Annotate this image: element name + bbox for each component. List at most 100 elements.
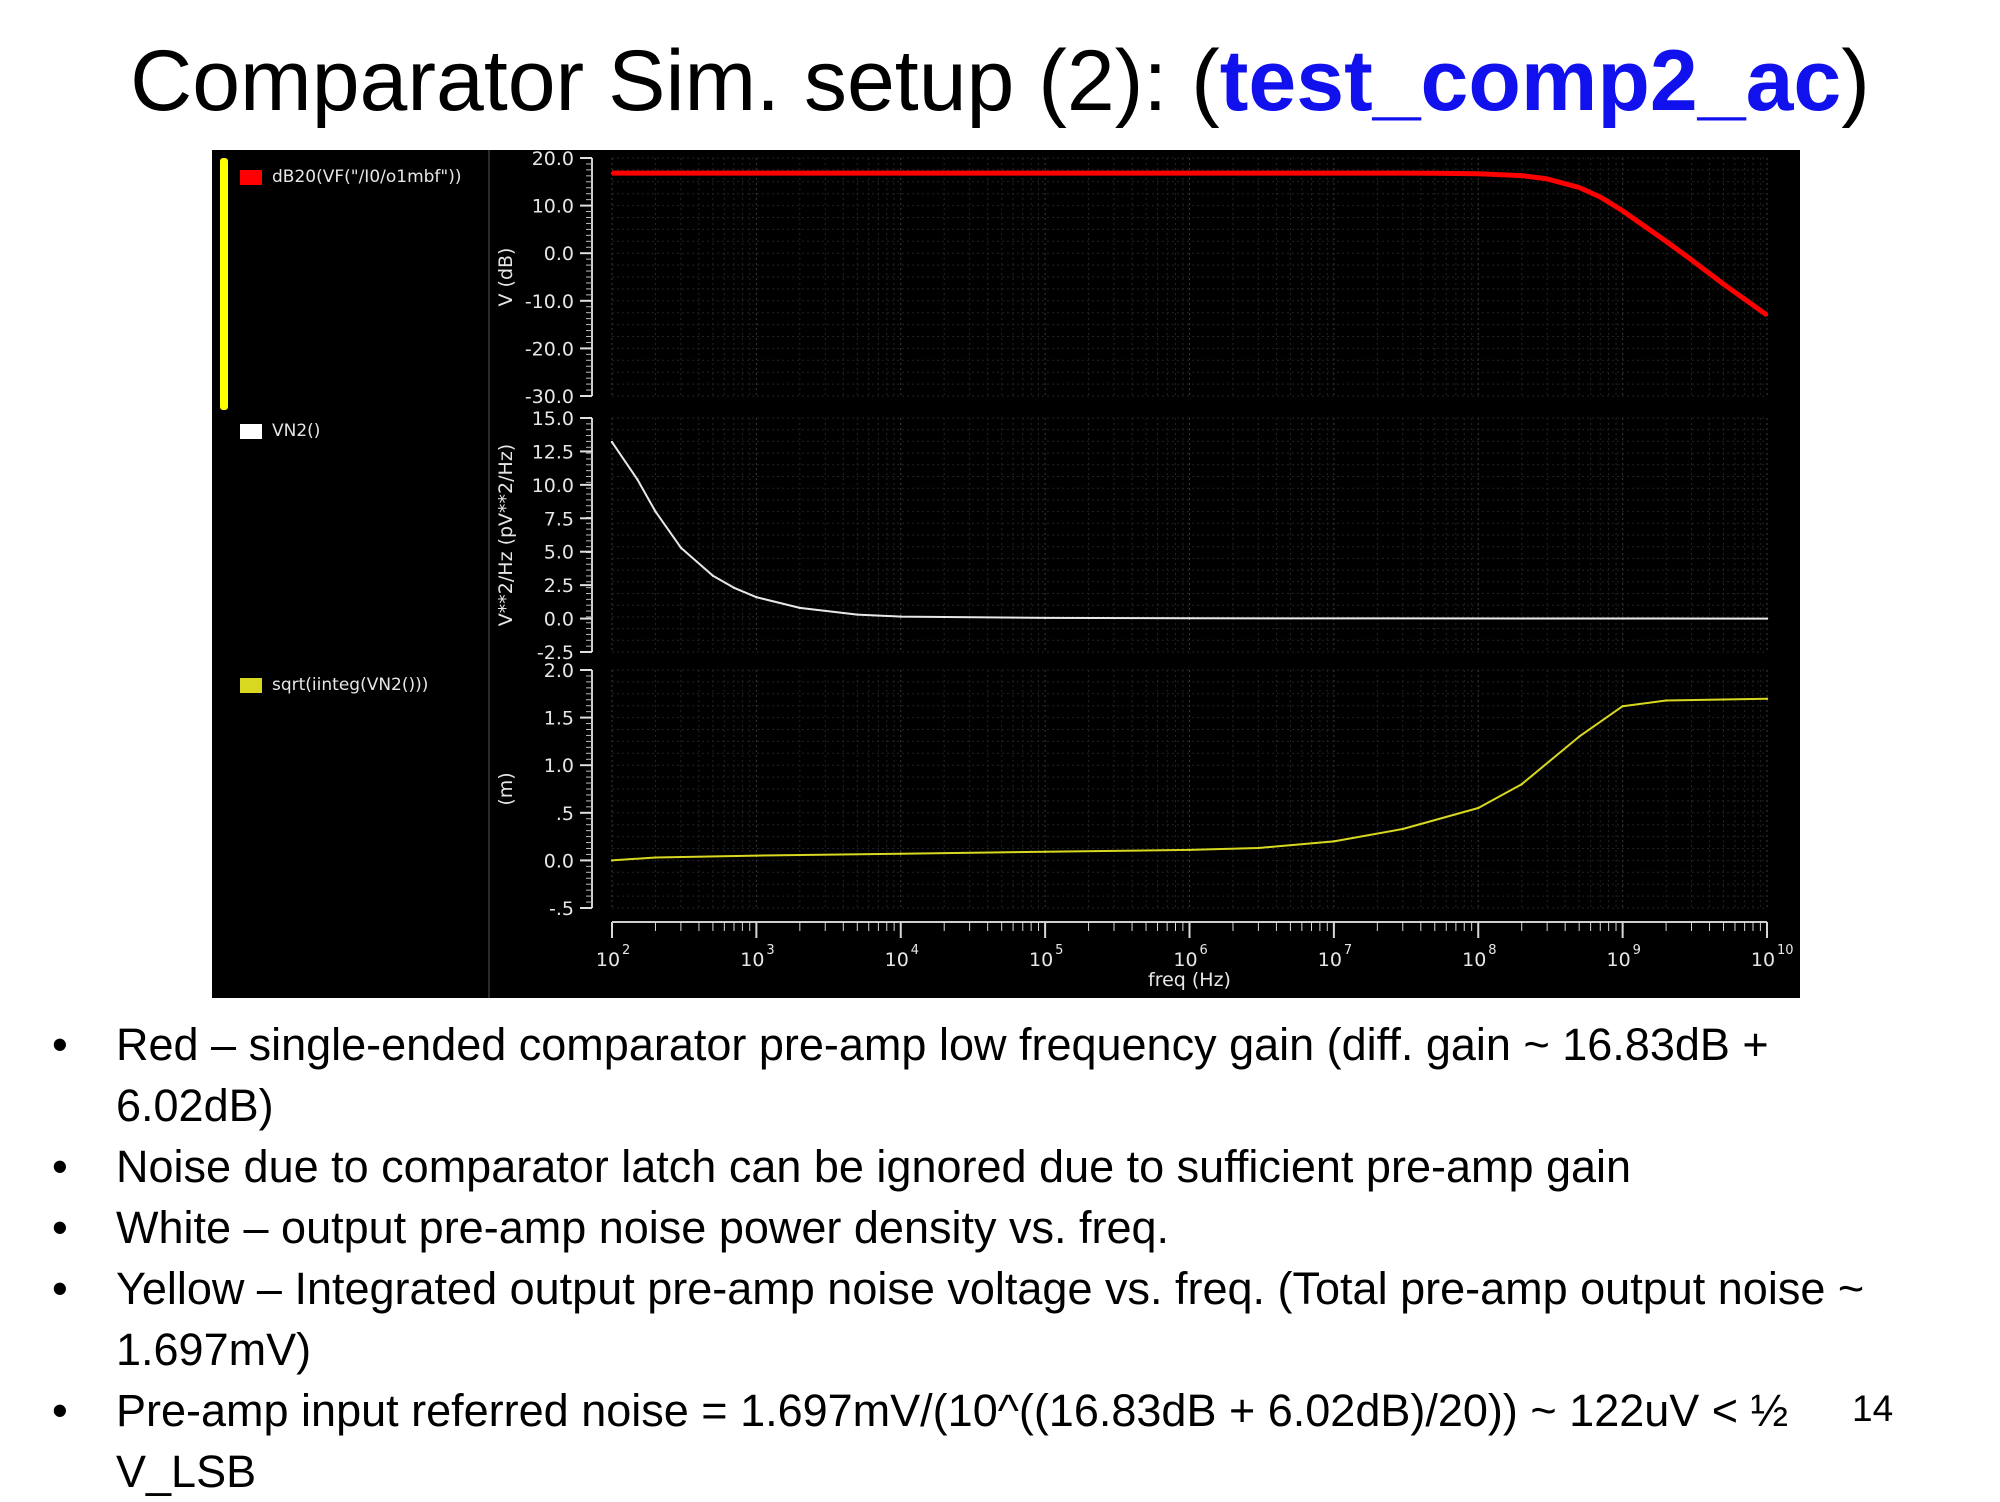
- y-axis-label: (m): [495, 772, 517, 805]
- bullet-dot: •: [52, 1202, 68, 1253]
- y-tick-label: 2.0: [544, 660, 574, 682]
- data-point: [1332, 171, 1336, 175]
- bullet-text: Noise due to comparator latch can be ign…: [116, 1141, 1632, 1192]
- legend-swatch-white: [240, 423, 262, 439]
- x-tick-label-exponent: 2: [622, 943, 630, 958]
- data-point: [1664, 240, 1668, 243]
- data-point: [1188, 848, 1191, 852]
- y-tick-label: 10.0: [532, 196, 574, 218]
- title-suffix: ): [1841, 33, 1870, 129]
- data-point: [1722, 698, 1725, 701]
- data-point: [856, 613, 859, 616]
- data-point: [1765, 617, 1769, 620]
- x-tick-label-base: 10: [740, 949, 764, 971]
- legend-panel: dB20(VF("/I0/o1mbf")) VN2() sqrt(iinteg(…: [212, 150, 490, 998]
- data-point: [732, 586, 736, 590]
- data-point: [1765, 313, 1769, 317]
- x-tick-label-base: 10: [1607, 949, 1631, 971]
- data-point: [654, 856, 657, 859]
- y-tick-label: -2.5: [537, 642, 574, 664]
- y-tick-label: -20.0: [525, 338, 574, 360]
- y-tick-label: 15.0: [532, 408, 574, 430]
- legend-item-integrated-noise[interactable]: sqrt(iinteg(VN2())): [240, 670, 428, 700]
- data-point: [798, 606, 802, 610]
- data-point: [610, 859, 614, 862]
- y-tick-label: -30.0: [525, 386, 574, 408]
- data-point: [1577, 186, 1581, 189]
- y-tick-label: 20.0: [532, 150, 574, 170]
- bullet-text: Red – single-ended comparator pre-amp lo…: [116, 1019, 1769, 1131]
- y-tick-label: 2.5: [544, 575, 574, 597]
- data-point: [899, 615, 902, 618]
- data-point: [1520, 783, 1523, 786]
- bullet-item: • Noise due to comparator latch can be ig…: [46, 1136, 1866, 1197]
- bullet-dot: •: [52, 1141, 68, 1192]
- data-point: [1188, 171, 1191, 175]
- legend-swatch-yellow: [240, 677, 262, 693]
- data-point: [1477, 172, 1480, 175]
- data-point: [899, 852, 902, 855]
- data-point: [1664, 699, 1668, 702]
- data-point: [755, 854, 758, 857]
- data-point: [654, 510, 657, 513]
- data-point: [755, 595, 758, 599]
- x-tick-label-exponent: 8: [1488, 943, 1496, 958]
- x-tick-label-exponent: 4: [911, 943, 919, 958]
- x-tick-label-base: 10: [1751, 949, 1775, 971]
- page-number: 14: [1852, 1388, 1894, 1429]
- data-point: [1188, 617, 1191, 620]
- data-point: [1433, 172, 1436, 175]
- bullet-item: • Yellow – Integrated output pre-amp nois…: [46, 1258, 1866, 1380]
- x-axis-label: freq (Hz): [1148, 969, 1231, 991]
- y-tick-label: -10.0: [525, 291, 574, 313]
- y-tick-label: 1.5: [544, 708, 574, 730]
- y-tick-label: 7.5: [544, 508, 574, 530]
- legend-item-noise-density[interactable]: VN2(): [240, 416, 320, 446]
- bullet-text: White – output pre-amp noise power densi…: [116, 1202, 1170, 1253]
- x-tick-label-base: 10: [596, 949, 620, 971]
- title-highlight: test_comp2_ac: [1219, 33, 1842, 129]
- series-line-0: [612, 170, 1769, 318]
- y-tick-label: 12.5: [532, 441, 574, 463]
- x-tick-label-base: 10: [1462, 949, 1486, 971]
- bullet-item: • Red – single-ended comparator pre-amp l…: [46, 1014, 1866, 1136]
- series-line-2: [611, 697, 1768, 862]
- y-tick-label: -.5: [549, 898, 574, 920]
- data-point: [1577, 735, 1581, 738]
- y-tick-label: 1.0: [544, 755, 574, 777]
- x-tick-label-base: 10: [1173, 949, 1197, 971]
- legend-swatch-red: [240, 169, 262, 185]
- x-tick-label-base: 10: [1318, 949, 1342, 971]
- data-point: [1043, 850, 1047, 854]
- legend-label-gain: dB20(VF("/I0/o1mbf")): [272, 167, 462, 187]
- data-point: [1690, 258, 1693, 262]
- bullet-text: Yellow – Integrated output pre-amp noise…: [116, 1263, 1865, 1375]
- data-point: [610, 171, 614, 175]
- x-tick-label-base: 10: [1029, 949, 1053, 971]
- y-axis-label: V (dB): [495, 248, 517, 307]
- data-point: [610, 440, 614, 444]
- y-tick-label: 0.0: [544, 850, 574, 872]
- x-tick-label-exponent: 3: [766, 943, 774, 958]
- x-tick-label-exponent: 9: [1633, 943, 1641, 958]
- y-tick-label: 10.0: [532, 475, 574, 497]
- data-point: [679, 546, 683, 549]
- data-point: [711, 574, 715, 577]
- x-tick-label-exponent: 6: [1200, 943, 1208, 958]
- plot-area: 20.010.00.0-10.0-20.0-30.0V (dB)15.012.5…: [495, 150, 1794, 991]
- data-point: [1765, 697, 1769, 701]
- y-tick-label: 0.0: [544, 243, 574, 265]
- legend-item-gain[interactable]: dB20(VF("/I0/o1mbf")): [240, 162, 462, 192]
- data-point: [1520, 174, 1523, 177]
- x-tick-label-exponent: 10: [1777, 943, 1794, 958]
- bullet-dot: •: [52, 1019, 68, 1070]
- title-prefix: Comparator Sim. setup (2): (: [130, 33, 1220, 129]
- y-tick-label: 0.0: [544, 609, 574, 631]
- bullet-list: • Red – single-ended comparator pre-amp l…: [46, 1014, 1866, 1502]
- data-point: [1545, 177, 1549, 181]
- bullet-item: • White – output pre-amp noise power dens…: [46, 1197, 1866, 1258]
- data-point: [1477, 806, 1480, 810]
- x-tick-label-exponent: 5: [1055, 943, 1063, 958]
- data-point: [1257, 846, 1260, 850]
- selection-bar[interactable]: [220, 158, 228, 410]
